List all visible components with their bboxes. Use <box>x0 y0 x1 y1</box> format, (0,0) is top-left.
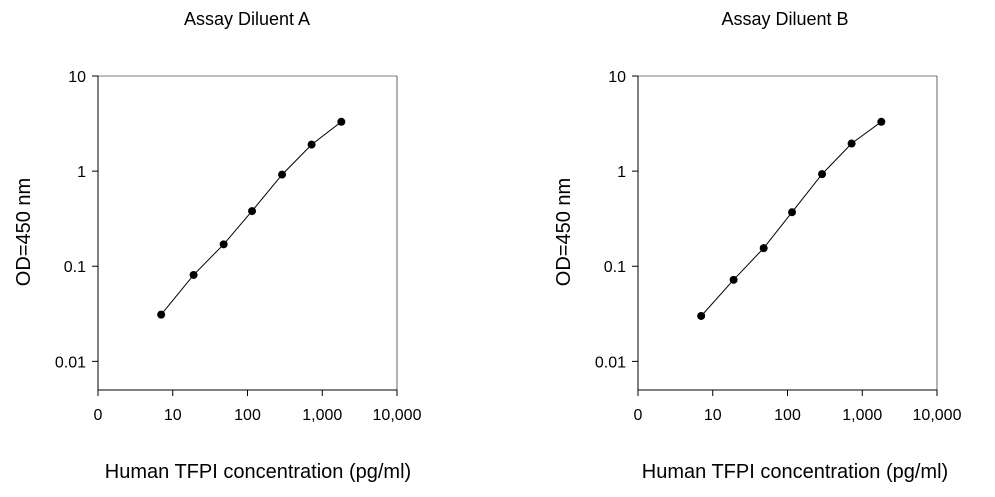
data-point <box>278 170 287 179</box>
data-point <box>847 139 856 148</box>
chart-panel-diluent-a: Assay Diluent A OD=450 nm Human TFPI con… <box>13 9 422 483</box>
data-point <box>337 117 346 126</box>
x-axis-label: Human TFPI concentration (pg/ml) <box>105 461 411 483</box>
data-point <box>248 207 257 216</box>
y-axis-label: OD=450 nm <box>13 178 35 286</box>
data-point <box>219 240 228 249</box>
y-tick-label: 0.01 <box>55 354 86 371</box>
data-point <box>877 117 886 126</box>
x-tick-label: 10,000 <box>913 407 962 424</box>
data-point <box>189 270 198 279</box>
data-point <box>307 140 316 149</box>
x-tick-label: 1,000 <box>842 407 882 424</box>
data-point <box>788 208 797 217</box>
chart-title: Assay Diluent B <box>721 9 848 29</box>
data-point <box>157 310 166 319</box>
y-tick-label: 1 <box>617 164 626 181</box>
x-tick-label: 1,000 <box>302 407 342 424</box>
x-tick-label: 10 <box>704 407 722 424</box>
x-tick-label: 100 <box>234 407 261 424</box>
chart-title: Assay Diluent A <box>184 9 310 29</box>
chart-panel-diluent-b: Assay Diluent B OD=450 nm Human TFPI con… <box>553 9 962 483</box>
y-tick-label: 0.1 <box>604 259 626 276</box>
x-tick-label: 0 <box>634 407 643 424</box>
series-line <box>160 121 342 315</box>
series-line <box>700 121 882 317</box>
y-tick-label: 10 <box>68 69 86 86</box>
data-point <box>697 311 706 320</box>
data-point <box>818 170 827 179</box>
data-point <box>729 275 738 284</box>
y-tick-label: 10 <box>608 69 626 86</box>
y-axis-label: OD=450 nm <box>553 178 575 286</box>
x-tick-label: 100 <box>774 407 801 424</box>
x-tick-label: 10,000 <box>373 407 422 424</box>
y-tick-label: 1 <box>77 164 86 181</box>
x-tick-label: 10 <box>164 407 182 424</box>
y-tick-label: 0.1 <box>64 259 86 276</box>
y-tick-label: 0.01 <box>595 354 626 371</box>
x-axis-label: Human TFPI concentration (pg/ml) <box>642 461 948 483</box>
x-tick-label: 0 <box>94 407 103 424</box>
data-point <box>759 244 768 253</box>
